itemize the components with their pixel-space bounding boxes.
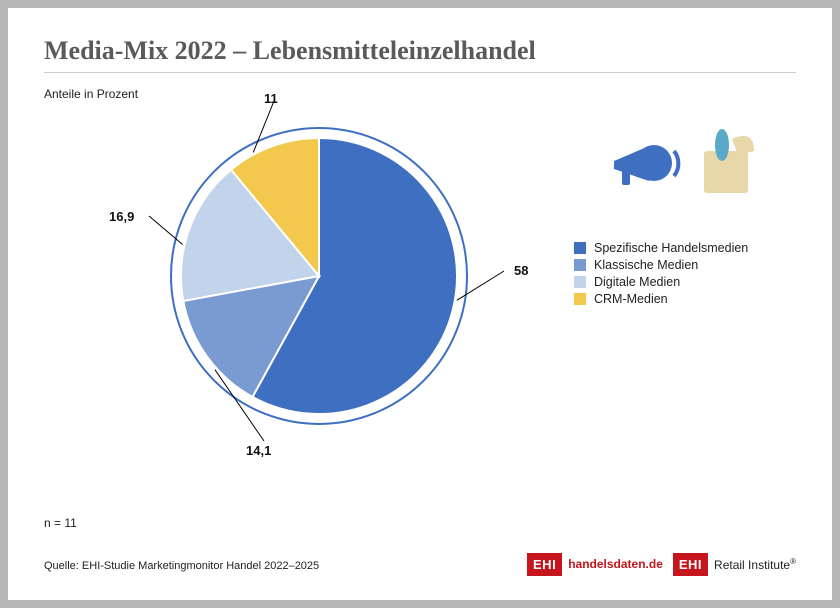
- logo-retail-institute: EHI Retail Institute®: [673, 550, 796, 578]
- legend-label: Klassische Medien: [594, 258, 698, 272]
- pie-chart: 5814,116,911: [164, 121, 474, 431]
- legend-swatch: [574, 276, 586, 288]
- logo-handelsdaten: EHI handelsdaten.de: [527, 550, 663, 578]
- legend-label: CRM-Medien: [594, 292, 668, 306]
- legend-item: Digitale Medien: [574, 275, 748, 289]
- infographic-frame: Media-Mix 2022 – Lebensmitteleinzelhande…: [0, 0, 840, 608]
- legend-label: Digitale Medien: [594, 275, 680, 289]
- logo-site-text: handelsdaten.de: [568, 557, 663, 571]
- chart-area: 5814,116,911 Spezifische Handelsmedien Kl…: [44, 111, 796, 491]
- legend-swatch: [574, 259, 586, 271]
- logo-badge: EHI: [527, 553, 562, 576]
- decorative-icons: [604, 121, 764, 201]
- subtitle: Anteile in Prozent: [44, 87, 796, 101]
- megaphone-icon: [614, 145, 678, 185]
- grocery-bag-icon: [704, 129, 754, 193]
- source-line: Quelle: EHI-Studie Marketingmonitor Hand…: [44, 560, 319, 572]
- logo-institute-text: Retail Institute®: [714, 557, 796, 572]
- title-divider: [44, 72, 796, 73]
- footer-logos: EHI handelsdaten.de EHI Retail Institute…: [527, 550, 796, 578]
- sample-size-note: n = 11: [44, 516, 77, 530]
- slice-value-label: 16,9: [109, 209, 134, 224]
- legend-label: Spezifische Handelsmedien: [594, 241, 748, 255]
- logo-badge: EHI: [673, 553, 708, 576]
- legend-swatch: [574, 242, 586, 254]
- slice-value-label: 11: [264, 91, 278, 106]
- slice-value-label: 14,1: [246, 443, 271, 458]
- slice-value-label: 58: [514, 263, 528, 278]
- legend-swatch: [574, 293, 586, 305]
- pie-svg: [164, 121, 474, 431]
- legend-item: Spezifische Handelsmedien: [574, 241, 748, 255]
- page-title: Media-Mix 2022 – Lebensmitteleinzelhande…: [44, 36, 796, 66]
- legend-item: CRM-Medien: [574, 292, 748, 306]
- legend: Spezifische Handelsmedien Klassische Medi…: [574, 241, 748, 309]
- legend-item: Klassische Medien: [574, 258, 748, 272]
